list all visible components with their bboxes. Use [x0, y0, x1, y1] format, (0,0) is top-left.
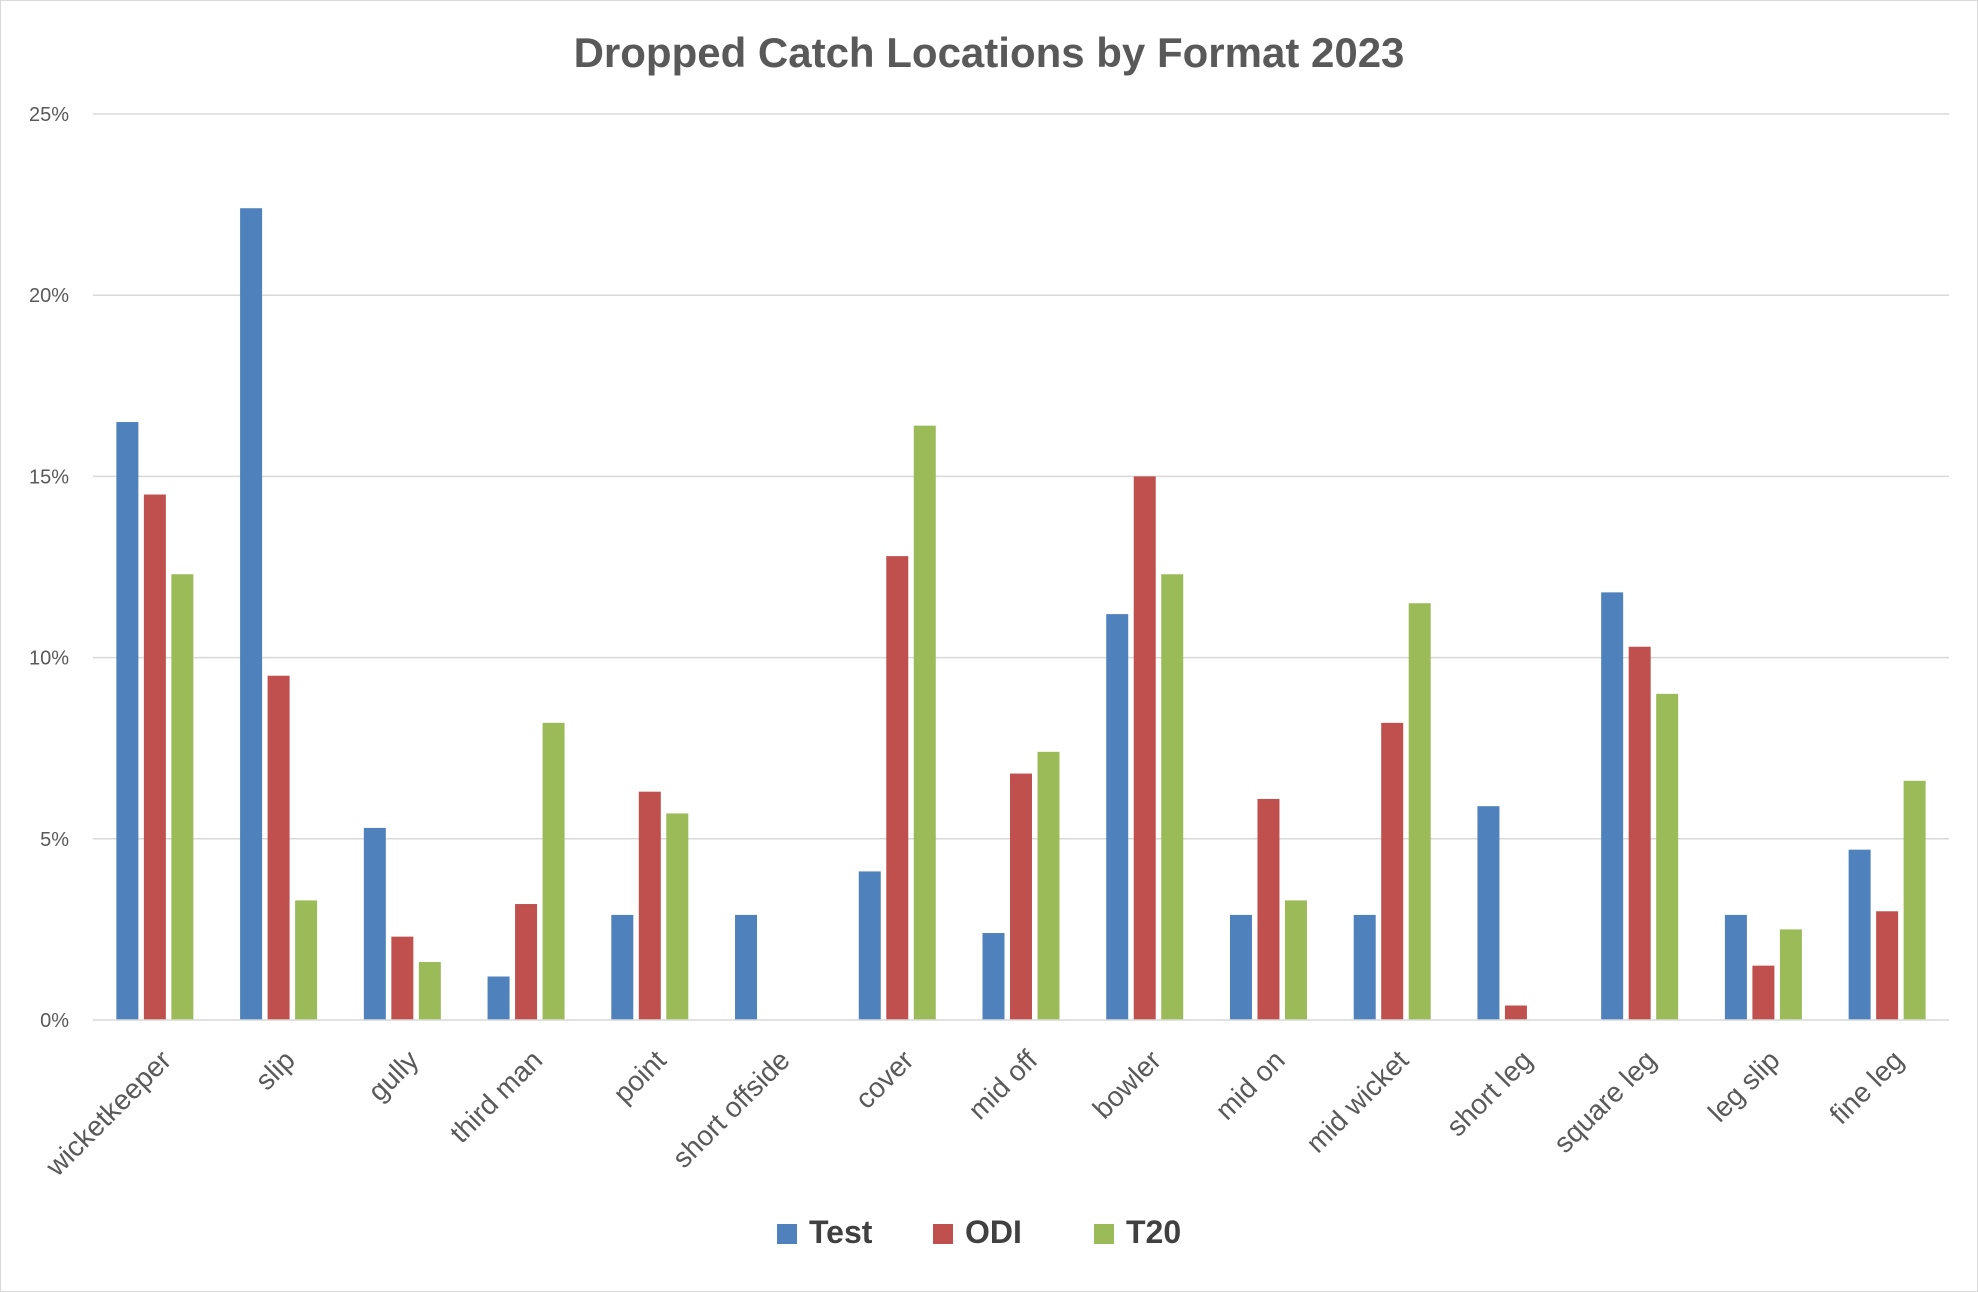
bar-t20: [1161, 574, 1184, 1020]
bar-odi: [1876, 911, 1899, 1020]
category-label: short offside: [666, 1044, 795, 1173]
legend-swatch-test: [777, 1224, 797, 1244]
legend-label-t20: T20: [1126, 1214, 1181, 1250]
bar-t20: [295, 900, 318, 1020]
bar-test: [363, 827, 386, 1020]
category-label: short leg: [1440, 1044, 1538, 1142]
bar-odi: [267, 675, 290, 1020]
legend: Test ODI T20: [777, 1214, 1181, 1250]
category-label: fine leg: [1824, 1044, 1910, 1130]
y-tick-label: 20%: [29, 285, 69, 307]
category-label: mid off: [962, 1044, 1043, 1125]
category-label: cover: [849, 1044, 919, 1114]
bar-odi: [1504, 1005, 1527, 1020]
bar-t20: [1903, 780, 1926, 1020]
bar-t20: [418, 962, 441, 1020]
bar-t20: [913, 425, 936, 1020]
bar-odi: [1010, 773, 1032, 1020]
bar-odi: [886, 556, 909, 1020]
bar-t20: [666, 813, 689, 1020]
y-tick-label: 5%: [40, 829, 69, 851]
bar-odi: [1133, 476, 1156, 1020]
bar-test: [1106, 614, 1129, 1020]
category-label: leg slip: [1702, 1044, 1786, 1128]
chart-title: Dropped Catch Locations by Format 2023: [574, 29, 1405, 76]
category-labels: wicketkeeper slip gully third man pointshort…: [39, 1044, 1909, 1182]
bar-test: [982, 933, 1005, 1020]
bar-test: [858, 871, 881, 1020]
category-label: bowler: [1087, 1044, 1167, 1124]
y-tick-label: 15%: [29, 466, 69, 488]
bar-test: [116, 422, 139, 1020]
bar-test: [1848, 849, 1871, 1020]
bar-t20: [1037, 751, 1060, 1020]
category-label: mid on: [1209, 1044, 1290, 1125]
bar-test: [1601, 592, 1624, 1020]
y-axis-ticks: 0% 5% 10% 15% 20% 25%: [29, 104, 69, 1032]
bar-t20: [171, 574, 194, 1020]
bars: [116, 208, 1926, 1020]
bar-odi: [143, 494, 166, 1020]
y-tick-label: 0%: [40, 1010, 69, 1032]
bar-odi: [1752, 965, 1775, 1020]
bar-test: [1724, 914, 1747, 1020]
bar-test: [1353, 914, 1376, 1020]
bar-t20: [542, 722, 565, 1020]
legend-swatch-t20: [1094, 1224, 1114, 1244]
bar-t20: [1284, 900, 1307, 1020]
bar-odi: [391, 936, 414, 1020]
category-label: point: [607, 1044, 672, 1109]
bar-odi: [638, 791, 661, 1020]
bar-odi: [1381, 722, 1404, 1020]
bar-test: [735, 914, 758, 1020]
bar-test: [1229, 914, 1252, 1020]
bar-test: [487, 976, 510, 1020]
legend-swatch-odi: [933, 1224, 953, 1244]
legend-label-odi: ODI: [965, 1214, 1022, 1250]
category-label: slip: [249, 1044, 301, 1096]
bar-t20: [1656, 693, 1679, 1020]
bar-odi: [1628, 646, 1651, 1020]
category-label: mid wicket: [1300, 1044, 1414, 1158]
category-label: square leg: [1548, 1044, 1662, 1158]
bar-odi: [515, 904, 538, 1020]
bar-t20: [1408, 603, 1431, 1020]
category-label: third man: [444, 1044, 548, 1148]
bar-test: [611, 914, 634, 1020]
y-tick-label: 10%: [29, 648, 69, 670]
y-tick-label: 25%: [29, 104, 69, 126]
bar-t20: [1779, 929, 1802, 1020]
bar-test: [240, 208, 263, 1020]
bar-odi: [1257, 798, 1280, 1020]
category-label: gully: [362, 1044, 425, 1107]
category-label: wicketkeeper: [39, 1044, 177, 1182]
legend-label-test: Test: [809, 1214, 873, 1250]
bar-test: [1477, 806, 1500, 1020]
